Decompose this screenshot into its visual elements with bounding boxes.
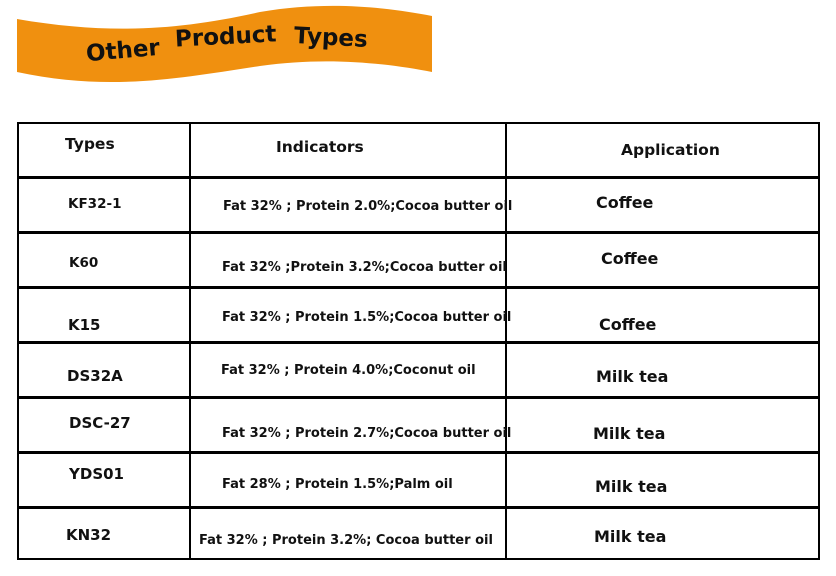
product-types-table: Types Indicators Application KF32-1 Fat … — [17, 122, 820, 560]
row-6-application: Milk tea — [595, 477, 668, 496]
row-2-application: Coffee — [601, 249, 659, 268]
row-divider — [19, 396, 818, 399]
wave-banner-shape — [17, 5, 432, 83]
row-1-application: Coffee — [596, 193, 654, 212]
row-7-application: Milk tea — [594, 527, 667, 546]
row-5-indicators: Fat 32% ; Protein 2.7%;Cocoa butter oil — [222, 426, 512, 441]
header-indicators: Indicators — [276, 138, 364, 156]
row-divider — [19, 286, 818, 289]
header-application: Application — [621, 141, 720, 159]
row-3-type: K15 — [68, 316, 101, 334]
row-4-indicators: Fat 32% ; Protein 4.0%;Coconut oil — [221, 363, 476, 378]
row-divider — [19, 451, 818, 454]
row-divider — [19, 231, 818, 234]
header-types: Types — [65, 135, 115, 153]
title-banner: Other Product Types — [0, 0, 450, 100]
row-5-type: DSC-27 — [69, 414, 131, 432]
banner-word-product: Product — [174, 21, 278, 53]
row-6-type: YDS01 — [69, 465, 124, 483]
row-4-application: Milk tea — [596, 367, 669, 386]
row-2-type: K60 — [69, 255, 99, 271]
row-5-application: Milk tea — [593, 424, 666, 443]
row-4-type: DS32A — [67, 367, 123, 385]
row-2-indicators: Fat 32% ;Protein 3.2%;Cocoa butter oil — [222, 260, 507, 275]
row-7-indicators: Fat 32% ; Protein 3.2%; Cocoa butter oil — [199, 533, 493, 548]
row-3-indicators: Fat 32% ; Protein 1.5%;Cocoa butter oil — [222, 310, 512, 325]
row-6-indicators: Fat 28% ; Protein 1.5%;Palm oil — [222, 477, 453, 492]
row-divider — [19, 176, 818, 179]
row-1-type: KF32-1 — [68, 196, 122, 212]
row-divider — [19, 506, 818, 509]
banner-word-types: Types — [293, 23, 369, 53]
row-1-indicators: Fat 32% ; Protein 2.0%;Cocoa butter oil — [223, 199, 513, 214]
row-3-application: Coffee — [599, 315, 657, 334]
row-divider — [19, 341, 818, 344]
row-7-type: KN32 — [66, 526, 112, 544]
